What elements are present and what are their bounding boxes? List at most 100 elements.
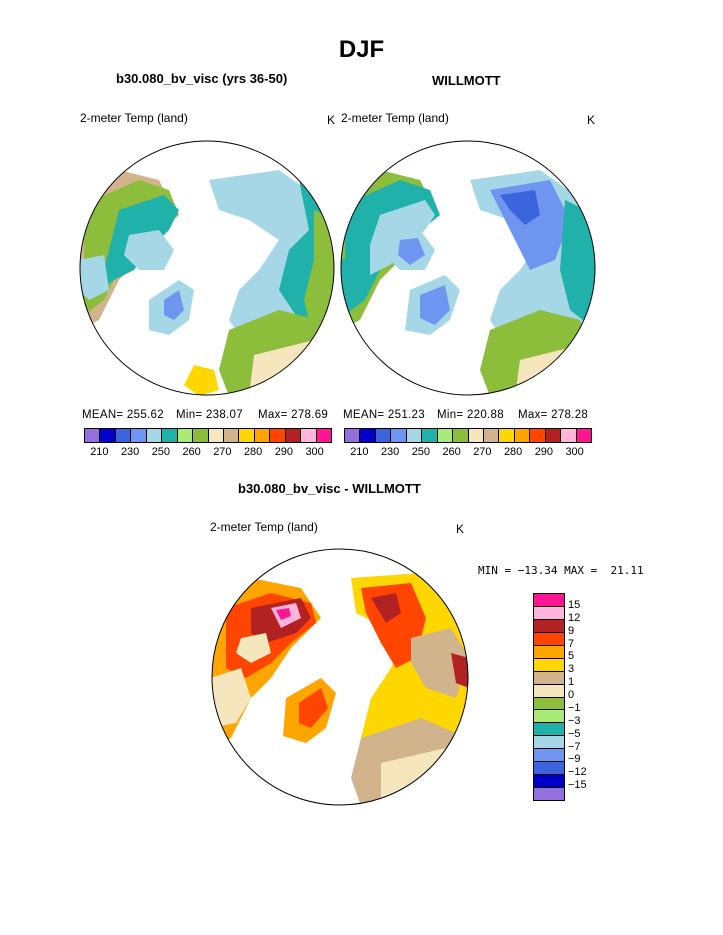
left-mean-stat: MEAN= 255.62 <box>82 409 164 421</box>
colorbar-swatch <box>483 429 500 442</box>
colorbar-tick-label: 290 <box>274 446 294 458</box>
colorbar-tick-label: 3 <box>568 663 575 676</box>
colorbar-swatch <box>85 429 101 442</box>
land-region <box>236 633 271 663</box>
right-variable-label: 2-meter Temp (land) <box>341 111 449 125</box>
colorbar-swatch <box>534 723 564 737</box>
colorbar-swatch <box>345 429 361 442</box>
right-mean-stat: MEAN= 251.23 <box>343 409 425 421</box>
colorbar-swatch <box>131 429 147 442</box>
colorbar-swatch <box>534 710 564 724</box>
right-colorbar <box>344 428 592 443</box>
colorbar-swatch <box>561 429 577 442</box>
land-region <box>80 255 109 300</box>
diff-polar-map <box>211 548 469 806</box>
colorbar-tick-label: 210 <box>90 446 109 458</box>
colorbar-swatch <box>391 429 407 442</box>
colorbar-swatch <box>453 429 469 442</box>
colorbar-tick-label: 300 <box>305 446 324 458</box>
colorbar-swatch <box>406 429 423 442</box>
colorbar-tick-label: 0 <box>568 689 575 701</box>
colorbar-tick-label: 250 <box>411 446 431 458</box>
figure-title: DJF <box>338 36 385 63</box>
colorbar-tick-label: 210 <box>350 446 369 458</box>
land-region <box>560 200 595 330</box>
colorbar-tick-label: 290 <box>534 446 554 458</box>
colorbar-tick-label: −1 <box>568 701 581 714</box>
colorbar-swatch <box>534 606 564 620</box>
land-region <box>124 230 174 270</box>
colorbar-swatch <box>223 429 240 442</box>
left-colorbar <box>84 428 332 443</box>
colorbar-swatch <box>534 749 564 763</box>
land-region <box>411 628 468 698</box>
left-units-label: K <box>327 113 336 127</box>
land-region <box>212 668 251 728</box>
colorbar-tick-label: −12 <box>568 766 587 779</box>
colorbar-swatch <box>375 429 392 442</box>
land-region <box>184 365 219 395</box>
left-polar-map <box>79 140 335 396</box>
land-region <box>276 608 291 620</box>
colorbar-tick-label: −15 <box>568 779 587 792</box>
colorbar-swatch <box>239 429 255 442</box>
colorbar-tick-label: −9 <box>568 753 581 766</box>
colorbar-swatch <box>534 788 564 800</box>
left-max-stat: Max= 278.69 <box>258 409 329 421</box>
colorbar-swatch <box>285 429 302 442</box>
diff-colorbar <box>533 593 565 801</box>
colorbar-swatch <box>468 429 484 442</box>
colorbar-swatch <box>534 619 564 633</box>
colorbar-tick-label: 250 <box>151 446 171 458</box>
colorbar-swatch <box>193 429 209 442</box>
colorbar-swatch <box>530 429 546 442</box>
colorbar-tick-label: 1 <box>568 676 575 689</box>
colorbar-tick-label: 260 <box>442 446 461 458</box>
colorbar-tick-label: 280 <box>243 446 263 458</box>
colorbar-swatch <box>270 429 286 442</box>
right-units-label: K <box>587 113 596 127</box>
colorbar-swatch <box>162 429 178 442</box>
colorbar-swatch <box>301 429 317 442</box>
colorbar-swatch <box>499 429 515 442</box>
colorbar-tick-label: −7 <box>568 740 581 753</box>
colorbar-tick-label: 12 <box>568 611 581 624</box>
colorbar-swatch <box>514 429 531 442</box>
colorbar-tick-label: 270 <box>213 446 232 458</box>
colorbar-tick-label: 7 <box>568 637 575 650</box>
land-region <box>398 238 425 265</box>
colorbar-swatch <box>422 429 438 442</box>
colorbar-swatch <box>545 429 562 442</box>
diff-panel-title: b30.080_bv_visc - WILLMOTT <box>238 481 421 496</box>
colorbar-swatch <box>100 429 116 442</box>
colorbar-swatch <box>534 645 564 659</box>
land-region <box>420 285 450 325</box>
colorbar-tick-label: 15 <box>568 598 581 611</box>
colorbar-swatch <box>177 429 194 442</box>
right-max-stat: Max= 278.28 <box>518 409 589 421</box>
colorbar-swatch <box>437 429 454 442</box>
colorbar-swatch <box>534 632 564 646</box>
right-panel-title: WILLMOTT <box>432 73 501 88</box>
colorbar-swatch <box>534 594 564 607</box>
left-variable-label: 2-meter Temp (land) <box>80 111 188 125</box>
colorbar-swatch <box>208 429 224 442</box>
land-region <box>451 653 468 688</box>
colorbar-tick-label: 9 <box>568 624 575 637</box>
land-region <box>500 190 540 225</box>
colorbar-swatch <box>534 684 564 698</box>
colorbar-swatch <box>534 775 564 789</box>
left-min-stat: Min= 238.07 <box>176 409 243 421</box>
right-polar-map <box>340 140 596 396</box>
land-region <box>164 290 184 320</box>
colorbar-tick-label: 5 <box>568 650 575 663</box>
diff-minmax-stat: MIN = −13.34 MAX = 21.11 <box>478 564 644 577</box>
colorbar-tick-label: 260 <box>182 446 201 458</box>
colorbar-swatch <box>534 736 564 750</box>
colorbar-tick-label: −3 <box>568 714 581 727</box>
colorbar-tick-label: 230 <box>380 446 400 458</box>
colorbar-tick-label: −5 <box>568 727 581 740</box>
land-region <box>299 688 328 728</box>
colorbar-swatch <box>534 697 564 711</box>
colorbar-swatch <box>146 429 163 442</box>
